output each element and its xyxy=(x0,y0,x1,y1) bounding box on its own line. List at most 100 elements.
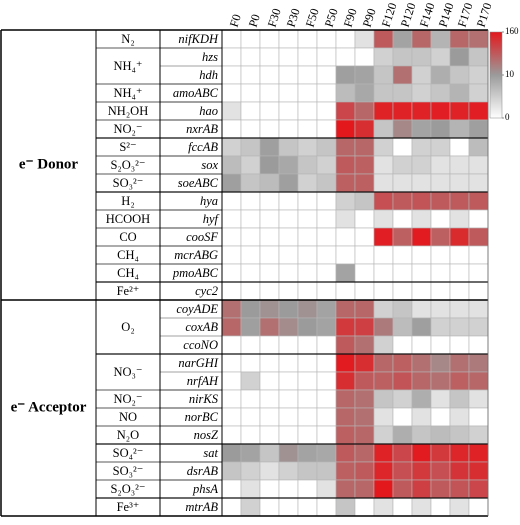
heat-cell xyxy=(240,353,261,373)
heat-cell xyxy=(335,191,356,211)
heat-cell xyxy=(392,335,413,355)
heat-cell xyxy=(297,47,318,67)
compound-label: NH₂OH xyxy=(108,104,148,118)
heat-cell xyxy=(221,191,242,211)
heat-cell xyxy=(392,191,413,211)
heat-cell xyxy=(221,407,242,427)
heat-cell xyxy=(316,155,337,175)
heat-cell xyxy=(335,461,356,481)
heat-cell xyxy=(316,389,337,409)
heat-cell xyxy=(240,371,261,391)
heat-cell xyxy=(297,245,318,265)
heat-cell xyxy=(430,407,451,427)
heat-cell xyxy=(392,227,413,247)
heat-cell xyxy=(221,443,242,463)
heat-cell xyxy=(297,407,318,427)
heat-cell xyxy=(411,137,432,157)
heat-cell xyxy=(430,263,451,283)
heat-cell xyxy=(468,119,489,139)
heat-cell xyxy=(335,443,356,463)
heat-cell xyxy=(392,371,413,391)
heat-cell xyxy=(316,119,337,139)
gene-label: nxrAB xyxy=(186,122,218,136)
heat-cell xyxy=(468,263,489,283)
heat-cell xyxy=(221,461,242,481)
heat-cell xyxy=(297,371,318,391)
sample-label: F50 xyxy=(303,7,322,29)
heat-cell xyxy=(278,479,299,499)
gene-label: nosZ xyxy=(194,428,219,442)
compound-label: S²⁻ xyxy=(119,140,136,154)
heat-cell xyxy=(354,299,375,319)
heat-cell xyxy=(468,497,489,517)
heat-cell xyxy=(221,65,242,85)
heat-cell xyxy=(240,479,261,499)
compound-label: S₂O₃²⁻ xyxy=(110,158,145,172)
heat-cell xyxy=(430,29,451,49)
heat-cell xyxy=(278,119,299,139)
heat-cell xyxy=(354,65,375,85)
heat-cell xyxy=(430,119,451,139)
heat-cell xyxy=(449,173,470,193)
heat-cell xyxy=(240,137,261,157)
heat-cell xyxy=(373,173,394,193)
heat-cell xyxy=(468,101,489,121)
heat-cell xyxy=(373,227,394,247)
heat-cell xyxy=(373,101,394,121)
heat-cell xyxy=(297,353,318,373)
heat-cell xyxy=(221,119,242,139)
heat-cell xyxy=(240,83,261,103)
sample-label: F30 xyxy=(265,7,284,29)
heat-cell xyxy=(259,47,280,67)
compound-label: SO₄²⁻ xyxy=(113,446,144,460)
heat-cell xyxy=(240,29,261,49)
heat-cell xyxy=(392,173,413,193)
heat-cell xyxy=(259,407,280,427)
heat-cell xyxy=(259,335,280,355)
heat-cell xyxy=(392,65,413,85)
heat-cell xyxy=(335,425,356,445)
heat-cell xyxy=(335,245,356,265)
heat-cell xyxy=(278,317,299,337)
heat-cell xyxy=(316,191,337,211)
heat-cell xyxy=(354,119,375,139)
heat-cell xyxy=(354,47,375,67)
heat-cell xyxy=(449,209,470,229)
heat-cell xyxy=(430,209,451,229)
heat-cell xyxy=(354,371,375,391)
heat-cell xyxy=(240,191,261,211)
heat-cell xyxy=(468,389,489,409)
heat-cell xyxy=(354,335,375,355)
heat-cell xyxy=(316,281,337,301)
heat-cell xyxy=(259,317,280,337)
heat-cell xyxy=(411,29,432,49)
heat-cell xyxy=(297,137,318,157)
heat-cell xyxy=(468,227,489,247)
gene-label: dsrAB xyxy=(187,464,219,478)
heat-cell xyxy=(392,299,413,319)
heat-cell xyxy=(278,65,299,85)
heat-cell xyxy=(373,83,394,103)
heat-cell xyxy=(392,245,413,265)
heat-cell xyxy=(240,227,261,247)
heat-cell xyxy=(411,479,432,499)
compound-label: Fe³⁺ xyxy=(117,500,140,514)
heat-cell xyxy=(449,497,470,517)
heat-cell xyxy=(373,281,394,301)
section-label: e⁻ Acceptor xyxy=(11,399,87,415)
heat-cell xyxy=(221,353,242,373)
heat-cell xyxy=(259,497,280,517)
heat-cell xyxy=(259,479,280,499)
heat-cell xyxy=(354,281,375,301)
heat-cell xyxy=(240,263,261,283)
heat-cell xyxy=(297,83,318,103)
heat-cell xyxy=(240,209,261,229)
heat-cell xyxy=(297,317,318,337)
heat-cell xyxy=(335,263,356,283)
heat-cell xyxy=(335,101,356,121)
heat-cell xyxy=(221,389,242,409)
heat-cell xyxy=(430,461,451,481)
heat-cell xyxy=(392,497,413,517)
heat-cell xyxy=(278,407,299,427)
compound-label: NO xyxy=(119,410,137,424)
